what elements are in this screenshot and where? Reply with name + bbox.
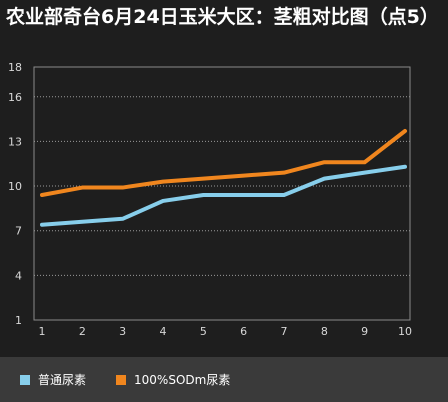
legend: 普通尿素 100%SODm尿素 (0, 357, 448, 402)
legend-item-series-2: 100%SODm尿素 (116, 371, 230, 388)
legend-label-series-1: 普通尿素 (38, 373, 87, 387)
x-tick-label: 10 (398, 325, 412, 338)
series-line-1 (40, 164, 407, 227)
y-tick-label: 13 (8, 135, 22, 148)
x-tick-label: 5 (200, 325, 207, 338)
y-tick-label: 18 (8, 61, 22, 74)
y-tick-labels: 1 4 7 10 13 16 18 (8, 61, 22, 327)
plot-area (33, 66, 411, 321)
y-tick-label: 16 (8, 91, 22, 104)
x-tick-label: 3 (119, 325, 126, 338)
x-tick-label: 9 (361, 325, 368, 338)
x-tick-label: 7 (281, 325, 288, 338)
x-tick-label: 1 (39, 325, 46, 338)
x-tick-label: 8 (321, 325, 328, 338)
series-line-2 (40, 128, 407, 197)
y-tick-label: 1 (15, 314, 22, 327)
legend-item-series-1: 普通尿素 (20, 371, 86, 388)
x-tick-labels: 1 2 3 4 5 6 7 8 9 10 (39, 325, 413, 338)
y-tick-label: 7 (15, 225, 22, 238)
series-lines (40, 128, 407, 227)
x-tick-label: 4 (160, 325, 167, 338)
chart-title: 农业部奇台6月24日玉米大区：茎粗对比图（点5） (6, 6, 439, 28)
legend-label-series-2: 100%SODm尿素 (134, 373, 231, 387)
y-tick-label: 4 (15, 269, 22, 282)
x-tick-label: 2 (79, 325, 86, 338)
x-tick-label: 6 (240, 325, 247, 338)
line-chart: 1 4 7 10 13 16 18 1 2 3 4 5 6 7 8 9 10 (8, 61, 413, 338)
legend-swatch-series-1 (20, 374, 30, 385)
y-tick-label: 10 (8, 180, 22, 193)
legend-swatch-series-2 (116, 374, 127, 385)
